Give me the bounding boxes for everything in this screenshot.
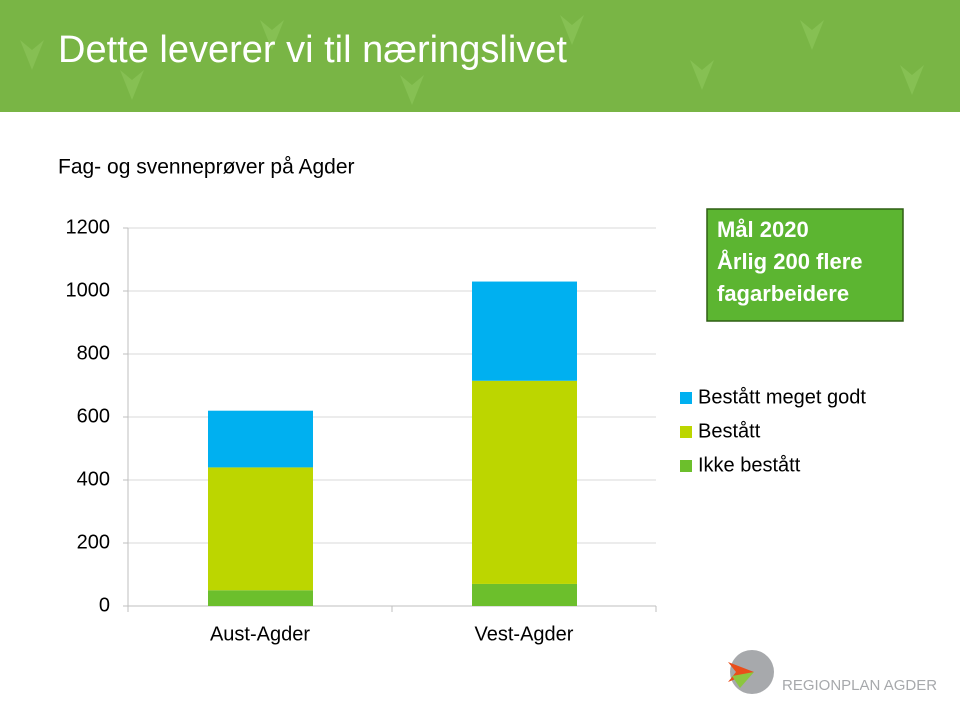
y-tick-label: 800 bbox=[77, 342, 110, 364]
legend-label: Ikke bestått bbox=[698, 454, 801, 476]
y-tick-label: 1000 bbox=[66, 279, 111, 301]
bar-segment bbox=[472, 583, 577, 606]
bar-segment bbox=[208, 410, 313, 468]
slide-title: Dette leverer vi til næringslivet bbox=[58, 29, 567, 71]
annotation-text: fagarbeidere bbox=[717, 281, 849, 306]
y-tick-label: 200 bbox=[77, 531, 110, 553]
x-tick-label: Aust-Agder bbox=[210, 623, 310, 645]
header-band bbox=[0, 0, 960, 112]
bar-segment bbox=[208, 467, 313, 591]
y-tick-label: 0 bbox=[99, 594, 110, 616]
x-tick-label: Vest-Agder bbox=[475, 623, 574, 645]
bar-segment bbox=[472, 380, 577, 584]
logo: REGIONPLAN AGDER bbox=[728, 650, 937, 694]
header-pattern bbox=[20, 15, 924, 105]
annotation-text: Årlig 200 flere bbox=[717, 248, 863, 274]
logo-text: REGIONPLAN AGDER bbox=[782, 677, 937, 694]
legend-swatch bbox=[680, 460, 692, 472]
y-tick-label: 400 bbox=[77, 468, 110, 490]
annotation-text: Mål 2020 bbox=[717, 217, 809, 242]
y-tick-label: 600 bbox=[77, 405, 110, 427]
bar-segment bbox=[208, 590, 313, 606]
legend-label: Bestått meget godt bbox=[698, 386, 866, 408]
legend-swatch bbox=[680, 392, 692, 404]
legend-label: Bestått bbox=[698, 420, 761, 442]
chart-title: Fag- og svenneprøver på Agder bbox=[58, 156, 355, 179]
annotation-box bbox=[706, 208, 904, 322]
y-tick-label: 1200 bbox=[66, 216, 111, 238]
legend-swatch bbox=[680, 426, 692, 438]
bar-segment bbox=[472, 281, 577, 381]
